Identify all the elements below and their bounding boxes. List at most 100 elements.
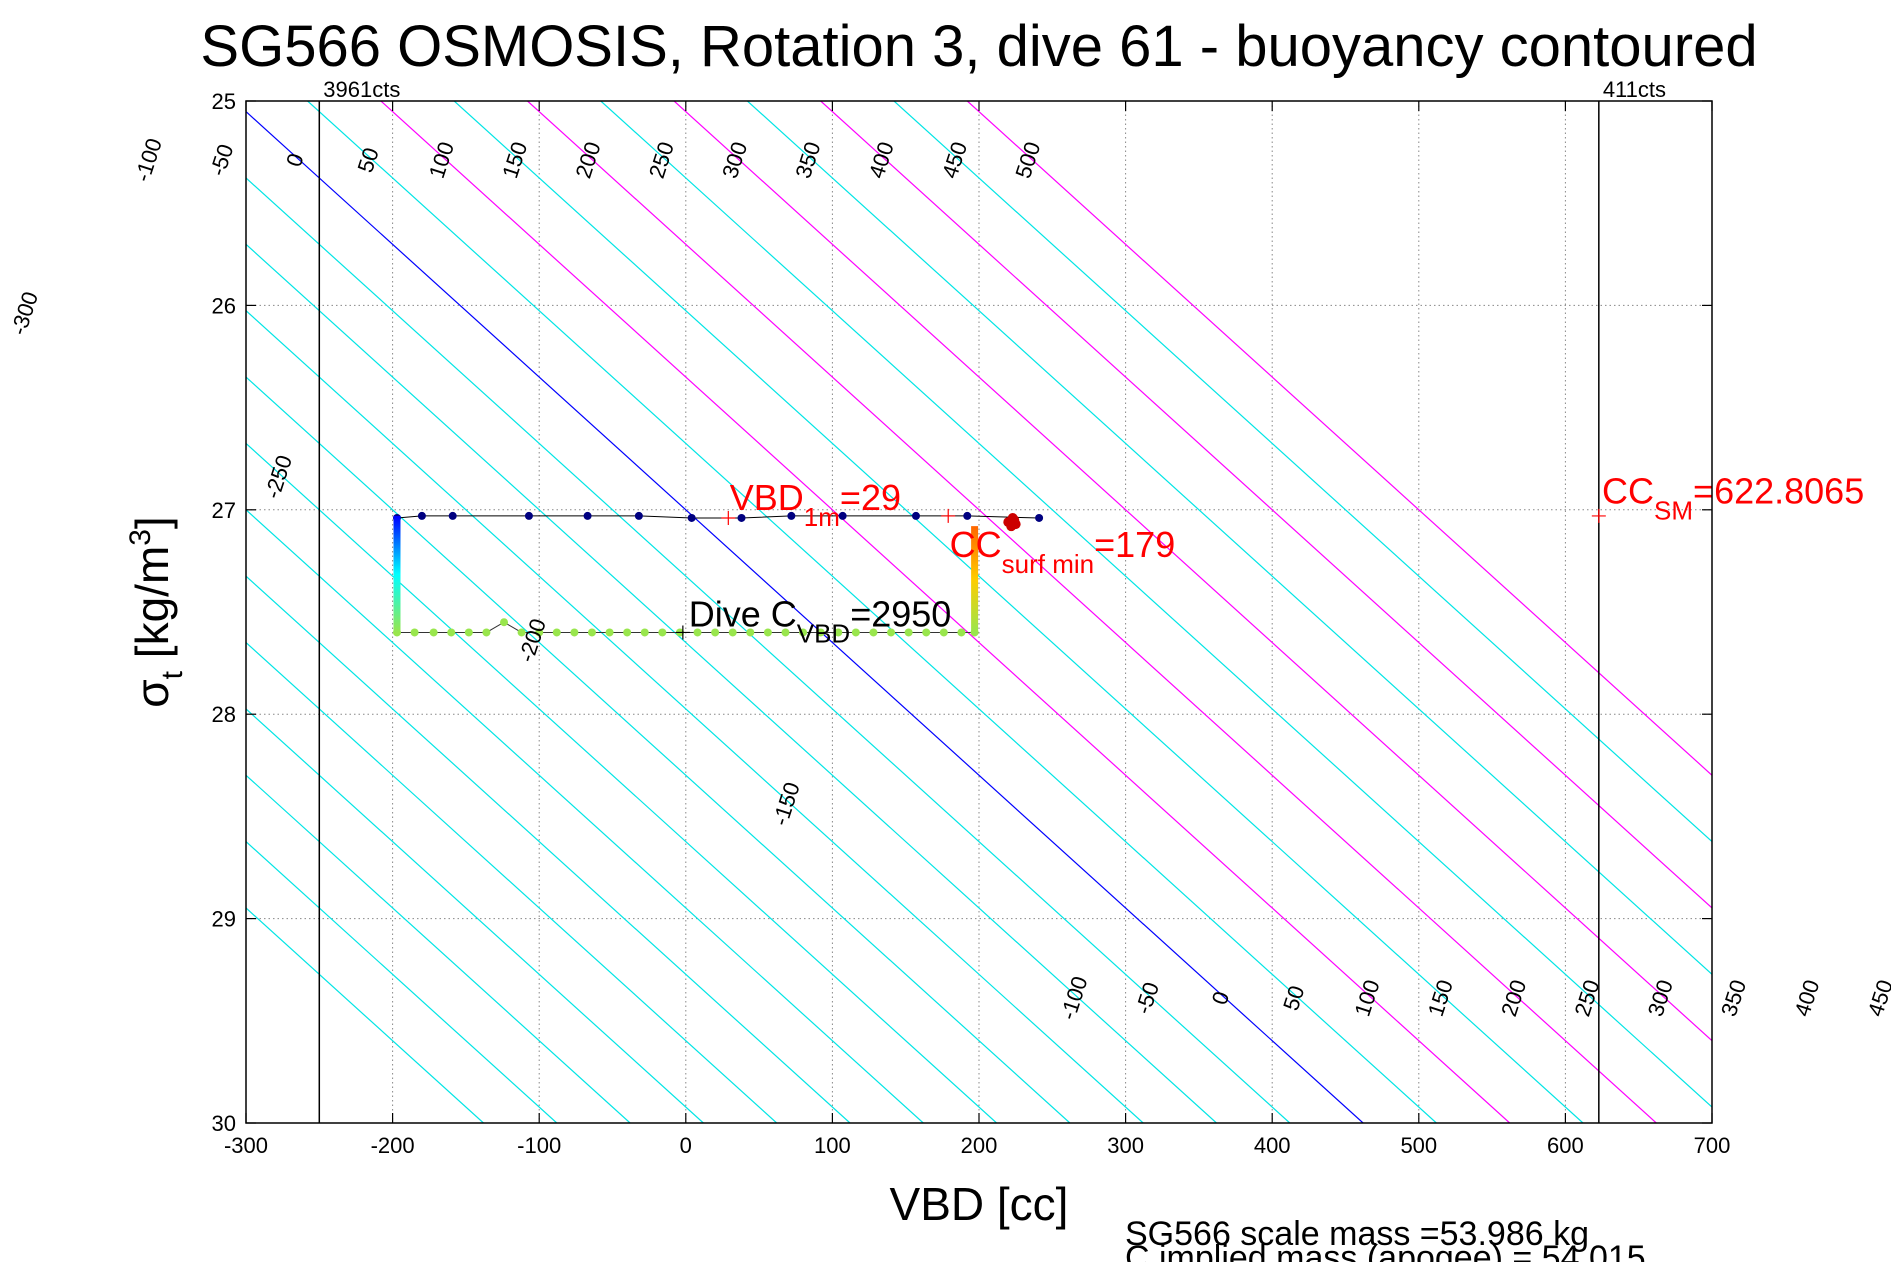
x-axis-label: VBD [cc] (890, 1178, 1069, 1230)
trajectory-point (429, 628, 438, 637)
annotation-marker (941, 508, 956, 523)
trajectory-point (570, 628, 579, 637)
count-limit-lines: 3961cts 411cts (318, 77, 1666, 1123)
trajectory-point (711, 628, 720, 637)
x-tick-label: 400 (1254, 1133, 1291, 1158)
contour-line (246, 774, 631, 1123)
footer-notes: SG566 scale mass =53.986 kgC implied mas… (1125, 1215, 1646, 1262)
y-tick-label: 27 (212, 498, 236, 523)
y-tick-label: 30 (212, 1111, 236, 1136)
trajectory-point (737, 513, 746, 522)
trajectory-point (922, 628, 931, 637)
trajectory-point (781, 628, 790, 637)
contour-line (307, 101, 1437, 1123)
trajectory-point (583, 511, 592, 520)
x-tick-label: 500 (1400, 1133, 1437, 1158)
x-tick-label: -300 (224, 1133, 268, 1158)
contour-line (966, 101, 1712, 777)
contour-line (246, 376, 1071, 1123)
x-tick-label: 600 (1547, 1133, 1584, 1158)
footer-line: SG566 scale mass =53.986 kg (1125, 1215, 1589, 1253)
contour-line (246, 442, 997, 1123)
contour-line (246, 177, 1291, 1123)
contour-line (673, 101, 1712, 1042)
trajectory-point (1006, 521, 1017, 532)
trajectory-point (410, 628, 419, 637)
trajectory-point (524, 511, 533, 520)
trajectory-point (787, 511, 796, 520)
count-limit-label: 411cts (1603, 77, 1666, 102)
x-tick-label: 700 (1694, 1133, 1731, 1158)
x-tick-label: 100 (814, 1133, 851, 1158)
trajectory-point (957, 628, 966, 637)
trajectory-point (447, 628, 456, 637)
annotation-marker (1591, 508, 1606, 523)
contour-line (246, 110, 1364, 1123)
trajectory-point (693, 628, 702, 637)
trajectory-point (834, 628, 843, 637)
annotation-marker (675, 625, 690, 640)
contour-line (380, 101, 1511, 1123)
annotations: VBD1m=29 CCsurf min=179 Dive CVBD=2950 CCSM… (675, 471, 1864, 648)
trajectory-point (851, 628, 860, 637)
y-axis-label: σt [kg/m3] (124, 516, 189, 707)
y-tick-label: 26 (212, 293, 236, 318)
contour-line (246, 840, 558, 1123)
contour-line (453, 101, 1584, 1123)
trajectory-point (640, 628, 649, 637)
trajectory-point (816, 628, 825, 637)
trajectory-point (587, 628, 596, 637)
annotation-label: VBD1m=29 (730, 477, 901, 532)
x-tick-label: 200 (961, 1133, 998, 1158)
x-tick-label: 0 (680, 1133, 692, 1158)
trajectory-point (799, 628, 808, 637)
y-tick-label: 29 (212, 907, 236, 932)
trajectory-point (417, 511, 426, 520)
trajectory-point (963, 511, 972, 520)
trajectory-point (500, 618, 509, 627)
trajectory-point (887, 628, 896, 637)
trajectory-point (939, 628, 948, 637)
contour-line (746, 101, 1712, 976)
trajectory-point (838, 511, 847, 520)
trajectory-point (552, 628, 561, 637)
contour-line (246, 708, 704, 1123)
annotation-label: Dive CVBD=2950 (689, 593, 952, 648)
trajectory-point (728, 628, 737, 637)
contour-line (246, 508, 924, 1123)
contour-line (600, 101, 1712, 1108)
contour-line (527, 101, 1657, 1123)
trajectory-point (746, 628, 755, 637)
trajectory-point (911, 511, 920, 520)
contour-line (820, 101, 1712, 909)
y-tick-label: 25 (212, 89, 236, 114)
contour-line (246, 575, 851, 1123)
trajectory-point (763, 628, 772, 637)
annotation-label: CCsurf min=179 (950, 524, 1176, 579)
trajectory-point (634, 511, 643, 520)
trajectory-point (448, 511, 457, 520)
trajectory-point (658, 628, 667, 637)
contour-line (246, 309, 1144, 1123)
footer-line: C implied mass (apogee) = 54.015 (1125, 1239, 1646, 1262)
contour-line (246, 243, 1217, 1123)
trajectory-point (482, 628, 491, 637)
trajectory-point (1035, 513, 1044, 522)
trajectory-point (464, 628, 473, 637)
annotation-marker (721, 510, 736, 525)
y-tick-label: 28 (212, 702, 236, 727)
chart-title: SG566 OSMOSIS, Rotation 3, dive 61 - buo… (200, 14, 1757, 79)
trajectory-point (869, 628, 878, 637)
annotation-label: CCSM=622.8065 (1602, 471, 1864, 526)
trajectory-point (623, 628, 632, 637)
dive-trajectory (392, 511, 1044, 637)
trajectory-point (687, 513, 696, 522)
contour-line (246, 907, 484, 1123)
x-tick-label: -200 (371, 1133, 415, 1158)
x-tick-label: -100 (517, 1133, 561, 1158)
buoyancy-contours (246, 101, 1712, 1123)
trajectory-point (535, 628, 544, 637)
contour-line (246, 641, 778, 1123)
trajectory-point (517, 628, 526, 637)
